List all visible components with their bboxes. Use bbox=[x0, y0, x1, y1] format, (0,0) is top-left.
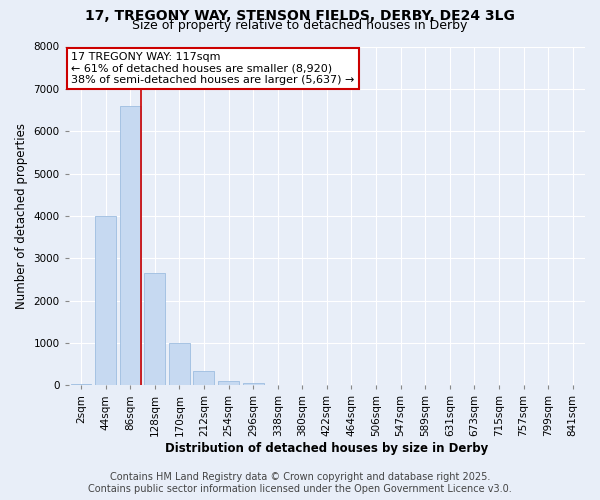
Bar bbox=[242, 383, 263, 386]
Text: Contains HM Land Registry data © Crown copyright and database right 2025.
Contai: Contains HM Land Registry data © Crown c… bbox=[88, 472, 512, 494]
Bar bbox=[95, 216, 116, 386]
Bar bbox=[71, 384, 91, 386]
Bar bbox=[145, 273, 165, 386]
X-axis label: Distribution of detached houses by size in Derby: Distribution of detached houses by size … bbox=[165, 442, 488, 455]
Bar bbox=[193, 372, 214, 386]
Bar bbox=[169, 344, 190, 386]
Bar bbox=[120, 106, 140, 386]
Y-axis label: Number of detached properties: Number of detached properties bbox=[15, 123, 28, 309]
Bar bbox=[218, 380, 239, 386]
Text: Size of property relative to detached houses in Derby: Size of property relative to detached ho… bbox=[133, 18, 467, 32]
Text: 17, TREGONY WAY, STENSON FIELDS, DERBY, DE24 3LG: 17, TREGONY WAY, STENSON FIELDS, DERBY, … bbox=[85, 9, 515, 23]
Text: 17 TREGONY WAY: 117sqm
← 61% of detached houses are smaller (8,920)
38% of semi-: 17 TREGONY WAY: 117sqm ← 61% of detached… bbox=[71, 52, 355, 85]
